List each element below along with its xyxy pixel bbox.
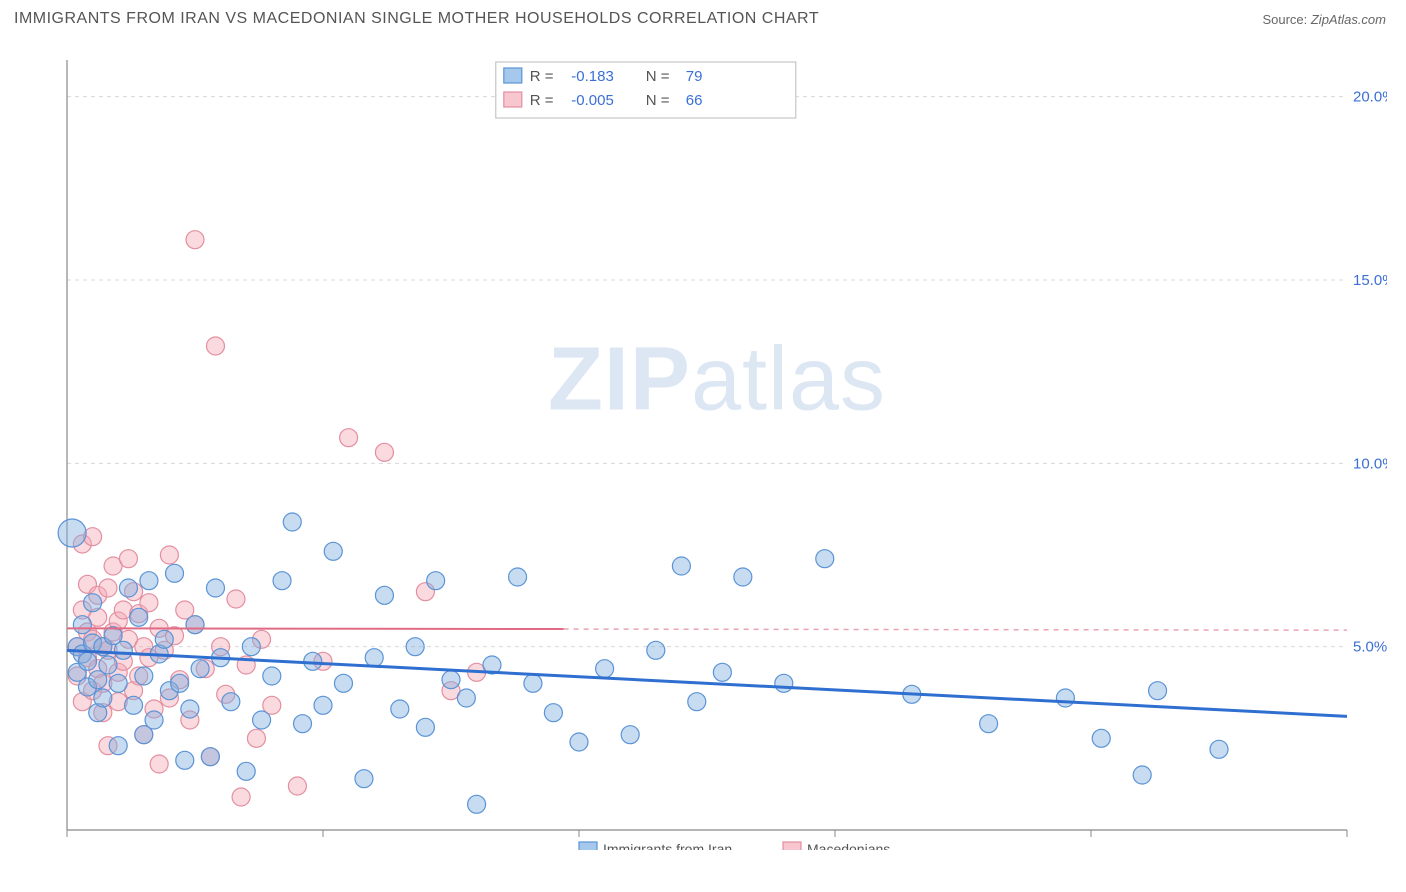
svg-text:66: 66 [686,92,703,109]
svg-text:79: 79 [686,68,703,85]
svg-text:15.0%: 15.0% [1353,272,1387,289]
svg-text:5.0%: 5.0% [1353,639,1387,656]
source-label: Source: [1262,12,1310,27]
svg-text:N =: N = [646,68,670,85]
svg-text:Macedonians: Macedonians [807,841,890,850]
svg-text:Immigrants from Iran: Immigrants from Iran [603,841,732,850]
svg-text:10.0%: 10.0% [1353,455,1387,472]
svg-text:-0.005: -0.005 [571,92,614,109]
chart-container: ZIPatlas 5.0%10.0%15.0%20.0%0.0%25.0%Sin… [47,40,1387,850]
svg-text:R =: R = [530,68,554,85]
svg-text:R =: R = [530,92,554,109]
source-value: ZipAtlas.com [1311,12,1386,27]
chart-header: IMMIGRANTS FROM IRAN VS MACEDONIAN SINGL… [0,0,1406,34]
scatter-chart: 5.0%10.0%15.0%20.0%0.0%25.0%Single Mothe… [47,40,1387,850]
svg-text:20.0%: 20.0% [1353,89,1387,106]
svg-text:N =: N = [646,92,670,109]
chart-title: IMMIGRANTS FROM IRAN VS MACEDONIAN SINGL… [14,10,819,28]
svg-text:-0.183: -0.183 [571,68,614,85]
source-credit: Source: ZipAtlas.com [1262,12,1386,27]
